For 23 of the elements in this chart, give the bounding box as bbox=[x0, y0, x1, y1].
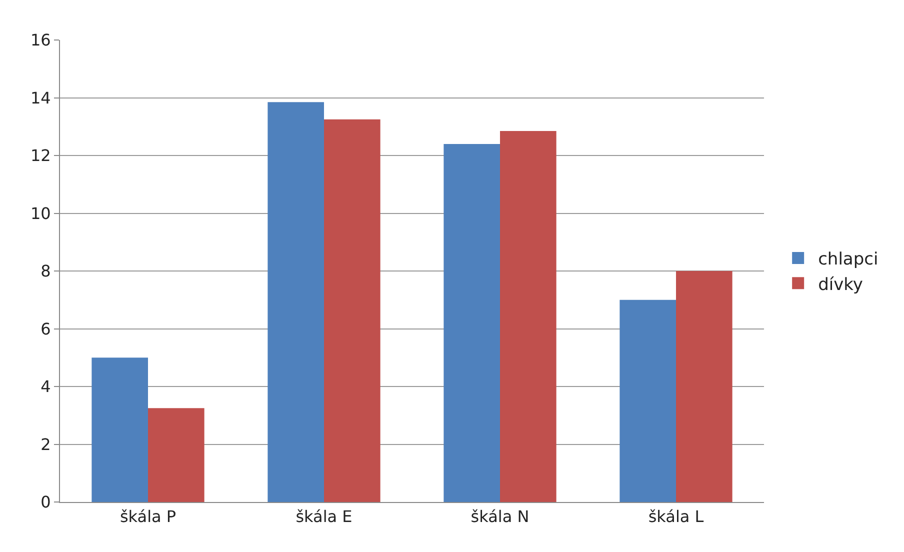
bar bbox=[620, 300, 676, 502]
bar bbox=[500, 130, 556, 502]
y-tick-label: 8 bbox=[40, 262, 51, 281]
y-tick-label: 4 bbox=[40, 377, 51, 396]
y-tick-label: 0 bbox=[40, 492, 51, 512]
bar bbox=[324, 119, 380, 502]
legend-label: dívky bbox=[818, 274, 863, 295]
bar bbox=[444, 144, 500, 502]
y-tick-label: 2 bbox=[40, 434, 51, 454]
x-tick-label: škála N bbox=[470, 507, 530, 526]
y-tick-label: 12 bbox=[30, 146, 51, 166]
bar bbox=[148, 408, 204, 502]
legend-label: chlapci bbox=[818, 250, 878, 270]
bar bbox=[676, 271, 732, 502]
y-tick-label: 16 bbox=[30, 30, 51, 50]
bar bbox=[92, 358, 148, 502]
y-tick-label: 6 bbox=[40, 319, 51, 338]
x-tick-label: škála E bbox=[296, 507, 352, 526]
y-tick-label: 14 bbox=[30, 88, 51, 108]
bar bbox=[268, 102, 324, 502]
x-tick-label: škála P bbox=[120, 507, 176, 526]
x-tick-label: škála L bbox=[648, 507, 704, 526]
y-tick-label: 10 bbox=[30, 204, 51, 223]
